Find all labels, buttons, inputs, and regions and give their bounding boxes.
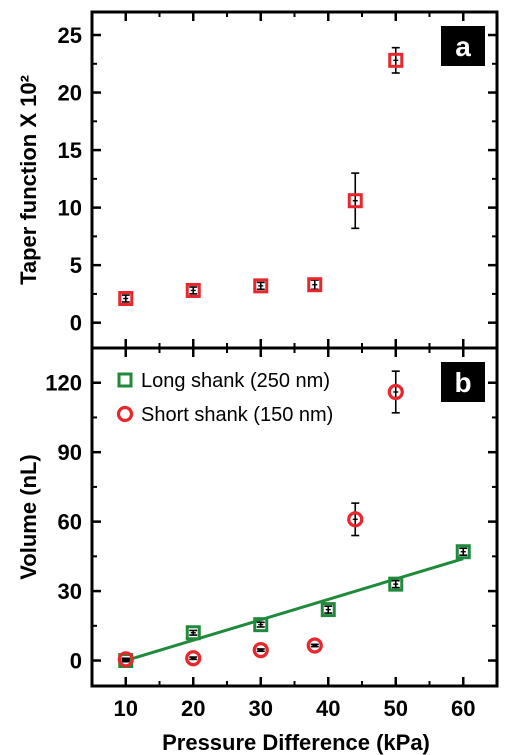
data-point-square: [455, 544, 471, 560]
panel-b-y-axis-label: Volume (nL): [16, 454, 41, 579]
legend-label: Short shank (150 nm): [141, 404, 333, 426]
x-tick-label: 40: [316, 696, 340, 721]
data-point-circle: [347, 511, 364, 528]
data-point-circle: [117, 651, 134, 668]
data-point-circle: [252, 642, 269, 659]
data-point-circle: [306, 637, 323, 654]
y-tick-label: 25: [58, 23, 82, 48]
data-point-square: [253, 617, 269, 633]
data-point-square: [185, 625, 201, 641]
panel-b: 0 30 60 90 120 10 20 30 40 50 60 b Long shank (250 n…: [45, 346, 499, 721]
legend-marker-square: [117, 372, 133, 388]
fit-line: [125, 557, 464, 662]
data-point-square: [347, 193, 363, 209]
y-tick-label: 5: [70, 253, 82, 278]
data-point-square: [320, 602, 336, 618]
panel-label: b: [454, 367, 471, 398]
data-point-square: [185, 282, 201, 298]
y-tick-label: 20: [58, 81, 82, 106]
data-point-square: [307, 277, 323, 293]
plot-frame: [90, 346, 499, 688]
panel-label-box: [441, 362, 485, 402]
data-point-circle: [185, 650, 202, 667]
data-point-circle: [387, 383, 404, 401]
x-tick-label: 30: [249, 696, 273, 721]
legend: Long shank (250 nm) Short shank (150 nm): [116, 370, 333, 426]
y-tick-label: 10: [58, 196, 82, 221]
x-axis-label: Pressure Difference (kPa): [162, 730, 430, 755]
data-point-square: [118, 291, 134, 307]
y-tick-label: 90: [58, 440, 82, 465]
y-tick-label: 15: [58, 138, 82, 163]
data-point-square: [388, 52, 404, 68]
y-tick-label: 0: [70, 311, 82, 336]
plot-frame: [90, 10, 499, 350]
x-tick-label: 10: [114, 696, 138, 721]
y-tick-label: 0: [70, 649, 82, 674]
y-tick-label: 120: [45, 371, 82, 396]
x-tick-label: 50: [384, 696, 408, 721]
legend-label: Long shank (250 nm): [141, 370, 330, 392]
y-tick-label: 30: [58, 579, 82, 604]
data-point-square: [253, 278, 269, 294]
x-tick-label: 60: [451, 696, 475, 721]
panel-label: a: [455, 31, 471, 62]
panel-a: 0 5 10 15 20 25 a: [58, 10, 499, 350]
y-tick-label: 60: [58, 510, 82, 535]
x-tick-label: 20: [181, 696, 205, 721]
data-point-square: [388, 576, 404, 592]
panel-label-box: [441, 26, 485, 66]
legend-marker-circle: [116, 405, 134, 423]
panel-a-y-axis-label: Taper function X 10²: [16, 75, 41, 285]
